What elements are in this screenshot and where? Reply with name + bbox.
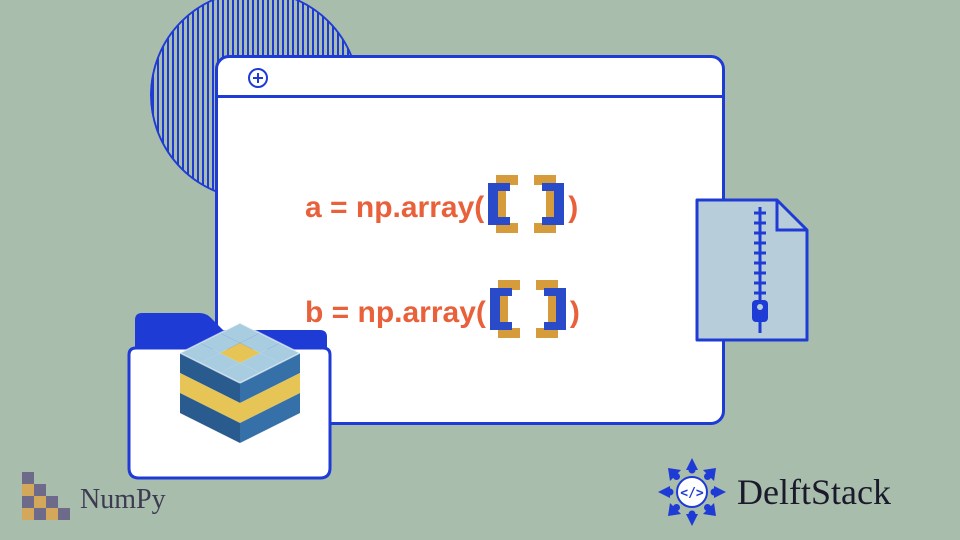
bracket-open-icon: [488, 175, 522, 241]
zip-file-icon: [692, 195, 812, 345]
code-text-a-left: a = np.array(: [305, 191, 484, 225]
delftstack-text: DelftStack: [737, 471, 891, 513]
numpy-cube-icon: [170, 318, 310, 463]
numpy-text: NumPy: [80, 484, 166, 516]
bracket-close-icon: [530, 175, 564, 241]
code-line-a: a = np.array( ): [305, 175, 578, 241]
delftstack-logo-icon: </>: [655, 455, 729, 529]
bracket-open-icon: [490, 280, 524, 346]
numpy-brand: NumPy: [22, 472, 166, 528]
code-text-b-right: ): [570, 296, 580, 330]
numpy-tetris-icon: [22, 472, 70, 528]
browser-header: [218, 58, 722, 98]
code-line-b: b = np.array( ): [305, 280, 580, 346]
delftstack-brand: </> DelftStack: [655, 455, 891, 529]
svg-text:</>: </>: [680, 486, 704, 501]
new-tab-icon: [248, 68, 268, 88]
bracket-close-icon: [532, 280, 566, 346]
code-text-a-right: ): [568, 191, 578, 225]
